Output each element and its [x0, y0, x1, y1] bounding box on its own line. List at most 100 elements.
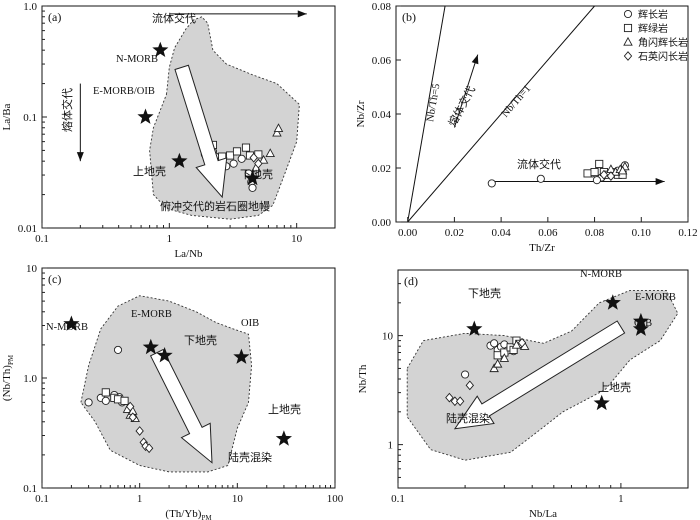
data-point-diamond: [465, 380, 475, 391]
x-axis-label: Nb/La: [529, 508, 557, 520]
reference-star: [632, 320, 649, 336]
panel-a: 0.1 1 100.010.11.0(a)La/NbLa/Ba流体交代熔体交代N-M…: [1, 1, 336, 260]
y-tick-label: 0.01: [18, 223, 37, 235]
x-tick-label: 10: [232, 493, 244, 505]
reference-star: [632, 312, 649, 329]
panel-d: 0.1 1 1 10 (d) Nb/La Nb/Th N-MORB E-MORB OIB 下地壳上地…: [357, 269, 689, 520]
data-point-circle: [84, 398, 93, 407]
trend-arrow: [453, 320, 626, 430]
ref-line-label: Nb/Th=5: [425, 83, 442, 123]
reference-star: [244, 169, 261, 186]
data-point-square: [241, 143, 251, 152]
data-point-circle: [113, 345, 123, 354]
data-point-diamond: [144, 443, 154, 454]
arrow-label-fluid: 流体交代: [152, 11, 196, 25]
x-tick-label: 0.04: [491, 227, 511, 239]
x-axis-label: Th/Zr: [529, 242, 555, 254]
reference-star: [604, 294, 621, 310]
x-tick-label: 1: [167, 233, 173, 245]
panel-label: (a): [48, 10, 61, 24]
y-tick-label: 10: [26, 263, 38, 275]
data-point-square: [232, 147, 242, 156]
reference-star: [142, 338, 159, 355]
plot-area: [63, 295, 292, 473]
data-point-triangle: [272, 127, 282, 137]
legend-marker-triangle: [623, 36, 633, 46]
process-arrow-head: [76, 152, 84, 162]
x-axis-label: (Th/Yb)PM: [165, 508, 212, 520]
data-point-diamond: [249, 152, 258, 163]
y-tick-label: 0.08: [372, 1, 392, 13]
star-label: 下地壳: [240, 167, 273, 181]
x-axis-label: La/Nb: [174, 248, 203, 260]
data-point-circle: [487, 179, 496, 188]
reference-star: [63, 315, 80, 331]
data-point-triangle: [489, 363, 499, 373]
x-tick-label: 100: [327, 493, 344, 505]
data-point-square: [595, 159, 604, 169]
data-point-triangle: [492, 358, 503, 368]
data-point-diamond: [135, 426, 144, 436]
star-label: 下地壳: [468, 286, 501, 300]
process-arrow-head: [655, 178, 665, 185]
y-axis-label: (Nb/Th)PM: [1, 354, 15, 401]
plot-area: [407, 6, 665, 222]
x-axis-label-text: Nb/La: [529, 508, 557, 520]
star-label: E-MORB: [131, 309, 172, 320]
x-tick-label: 0.12: [678, 227, 697, 239]
y-axis-label-text: Nb/Th: [357, 364, 369, 393]
y-axis-label-sub: PM: [7, 354, 15, 365]
trend-arrow: [174, 64, 228, 199]
x-tick-label: 0.08: [585, 227, 605, 239]
x-tick-label: 10: [291, 233, 303, 245]
data-point-diamond: [455, 396, 465, 407]
y-tick-label: 0.1: [23, 112, 37, 124]
trend-arrow: [149, 348, 213, 464]
y-tick-label: 0.00: [372, 217, 392, 229]
data-point-square: [583, 169, 592, 178]
data-point-square: [226, 151, 235, 160]
star-label: 下地壳: [184, 333, 217, 347]
x-tick-label: 0.02: [445, 227, 464, 239]
data-point-circle: [536, 174, 545, 183]
data-point-diamond: [606, 171, 616, 181]
star-label: 上地壳: [133, 164, 166, 178]
arrow-label-melt: 熔体交代: [445, 83, 478, 128]
data-point-triangle: [499, 353, 510, 362]
reference-star: [156, 347, 173, 363]
star-label: 上地壳: [598, 380, 631, 394]
y-tick-label: 1.0: [23, 1, 37, 13]
data-point-diamond: [126, 401, 135, 412]
data-point-circle: [490, 339, 499, 348]
arrow-label-fluid: 流体交代: [517, 157, 561, 171]
data-point-diamond: [517, 337, 527, 348]
star-label: N-MORB: [580, 269, 622, 280]
y-axis-label-text: La/Ba: [1, 103, 13, 130]
legend-label: 角闪辉长岩: [638, 36, 688, 49]
y-tick-label: 10: [382, 331, 394, 343]
star-label: 上地壳: [268, 402, 301, 416]
data-point-circle: [248, 183, 257, 192]
arrow-label: 陆壳混染: [446, 411, 490, 425]
data-point-diamond: [128, 412, 137, 423]
data-point-circle: [101, 396, 110, 405]
y-tick-label: 1: [388, 440, 394, 452]
data-point-circle: [461, 370, 470, 379]
y-tick-label: 0.02: [372, 163, 391, 175]
reference-star: [137, 108, 154, 124]
x-tick-label: 0.1: [391, 493, 405, 505]
reference-star: [233, 348, 250, 364]
star-label: E-MORB/OIB: [93, 86, 155, 97]
x-tick-label: 0.06: [538, 227, 558, 239]
reference-star: [171, 152, 188, 168]
x-tick-label: 1: [618, 493, 624, 505]
star-label: N-MORB: [46, 322, 88, 333]
data-point-diamond: [254, 158, 263, 169]
legend-label: 辉绿岩: [638, 22, 668, 35]
plot-area: [406, 289, 679, 461]
y-axis-label: Nb/Th: [357, 364, 369, 393]
panel-label: (c): [48, 272, 61, 286]
field-region: [149, 16, 300, 220]
data-point-square: [493, 351, 502, 360]
